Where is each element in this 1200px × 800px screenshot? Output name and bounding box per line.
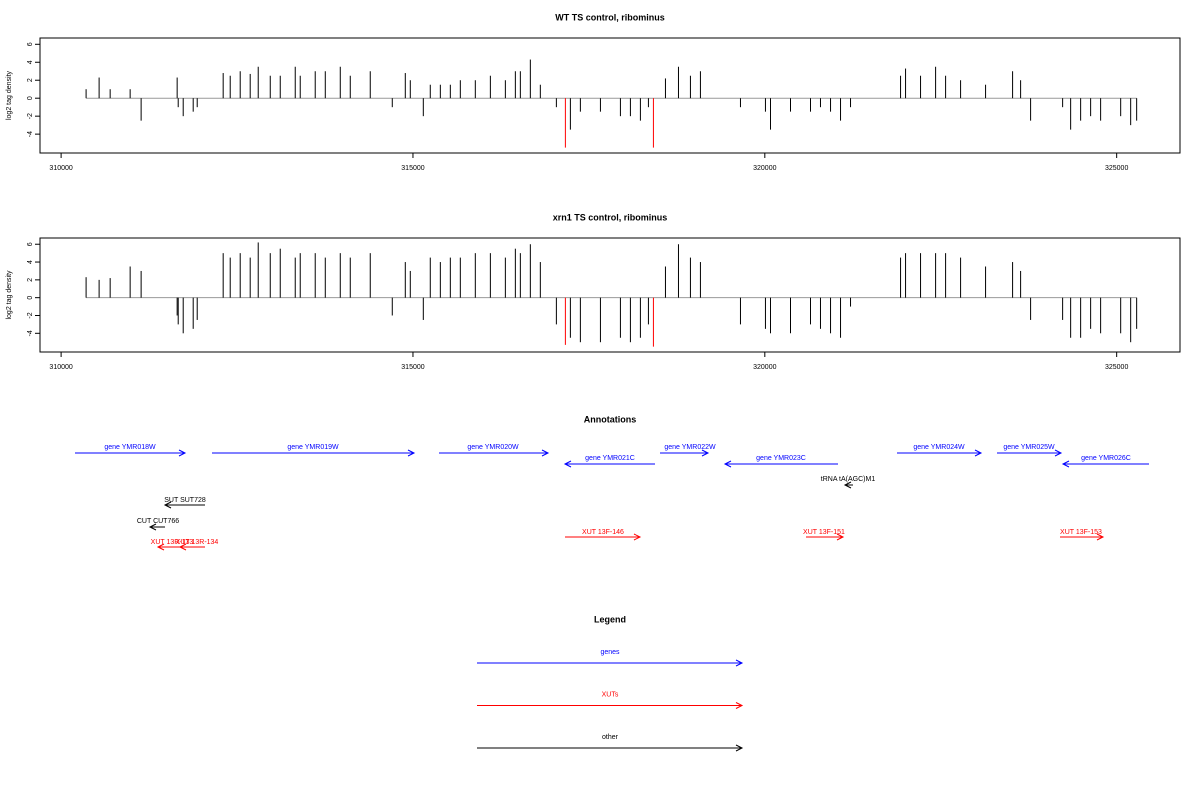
feature-arrow-head xyxy=(633,533,642,541)
x-tick-label: 310000 xyxy=(49,364,72,371)
x-tick-label: 310000 xyxy=(49,165,72,172)
feature-label: XUT 13R-133 xyxy=(151,539,194,546)
feature-label: gene YMR019W xyxy=(287,444,339,451)
x-tick-label: 325000 xyxy=(1105,165,1128,172)
feature-label: gene YMR021C xyxy=(585,455,635,462)
feature-arrow-head xyxy=(407,449,416,457)
feature-label: XUT 13F-151 xyxy=(803,529,845,536)
feature-label: gene YMR022W xyxy=(664,444,716,451)
x-tick-label: 325000 xyxy=(1105,364,1128,371)
y-tick-label: 4 xyxy=(27,260,34,264)
x-tick-label: 315000 xyxy=(401,364,424,371)
legend-label: XUTs xyxy=(602,691,619,698)
feature-arrow-head xyxy=(1096,533,1105,541)
chart-title: xrn1 TS control, ribominus xyxy=(553,212,668,222)
legend-arrow-head xyxy=(735,744,744,752)
legend-arrow-head xyxy=(735,702,744,709)
feature-label: tRNA tA(AGC)M1 xyxy=(821,476,876,483)
y-axis-label: log2 tag density xyxy=(6,270,13,320)
y-tick-label: 0 xyxy=(27,296,34,300)
feature-label: gene YMR025W xyxy=(1003,444,1055,451)
y-tick-label: 2 xyxy=(27,78,34,82)
legend-title: Legend xyxy=(594,614,626,624)
plot-frame xyxy=(39,37,1181,154)
legend-arrow-head xyxy=(735,659,744,667)
plot-frame xyxy=(39,237,1181,353)
annotations-title: Annotations xyxy=(584,414,637,424)
feature-arrow-head xyxy=(1061,460,1070,468)
feature-arrow-head xyxy=(563,460,572,468)
feature-label: gene YMR024W xyxy=(913,444,965,451)
y-tick-label: -4 xyxy=(27,330,34,336)
legend-label: genes xyxy=(600,649,620,656)
y-tick-label: -2 xyxy=(27,113,34,119)
y-tick-label: 4 xyxy=(27,60,34,64)
y-tick-label: -4 xyxy=(27,131,34,137)
y-tick-label: 0 xyxy=(27,96,34,100)
feature-arrow-head xyxy=(1054,449,1063,457)
feature-arrow-head xyxy=(843,481,852,489)
feature-arrow-head xyxy=(163,501,172,509)
feature-arrow-head xyxy=(541,449,550,457)
legend-label: other xyxy=(602,734,619,741)
y-tick-label: 6 xyxy=(27,242,34,246)
feature-label: gene YMR026C xyxy=(1081,455,1131,462)
feature-arrow-head xyxy=(156,543,165,551)
y-tick-label: -2 xyxy=(27,312,34,318)
feature-label: gene YMR018W xyxy=(104,444,156,451)
feature-arrow-head xyxy=(974,449,983,457)
feature-label: gene YMR020W xyxy=(467,444,519,451)
feature-label: XUT 13F-146 xyxy=(582,529,624,536)
y-axis-label: log2 tag density xyxy=(6,70,13,120)
feature-arrow-head xyxy=(178,543,187,551)
feature-label: SUT SUT728 xyxy=(164,497,206,504)
x-tick-label: 315000 xyxy=(401,165,424,172)
chart-title: WT TS control, ribominus xyxy=(555,12,665,22)
feature-arrow-head xyxy=(178,449,187,457)
y-tick-label: 2 xyxy=(27,278,34,282)
feature-arrow-head xyxy=(723,460,732,468)
x-tick-label: 320000 xyxy=(753,165,776,172)
feature-arrow-head xyxy=(148,523,157,531)
feature-label: gene YMR023C xyxy=(756,455,806,462)
feature-label: XUT 13F-153 xyxy=(1060,529,1102,536)
y-tick-label: 6 xyxy=(27,42,34,46)
feature-arrow-head xyxy=(836,533,845,541)
x-tick-label: 320000 xyxy=(753,364,776,371)
feature-label: CUT CUT766 xyxy=(137,518,179,525)
feature-arrow-head xyxy=(701,449,710,457)
feature-label: XUT 13R-134 xyxy=(176,539,219,546)
